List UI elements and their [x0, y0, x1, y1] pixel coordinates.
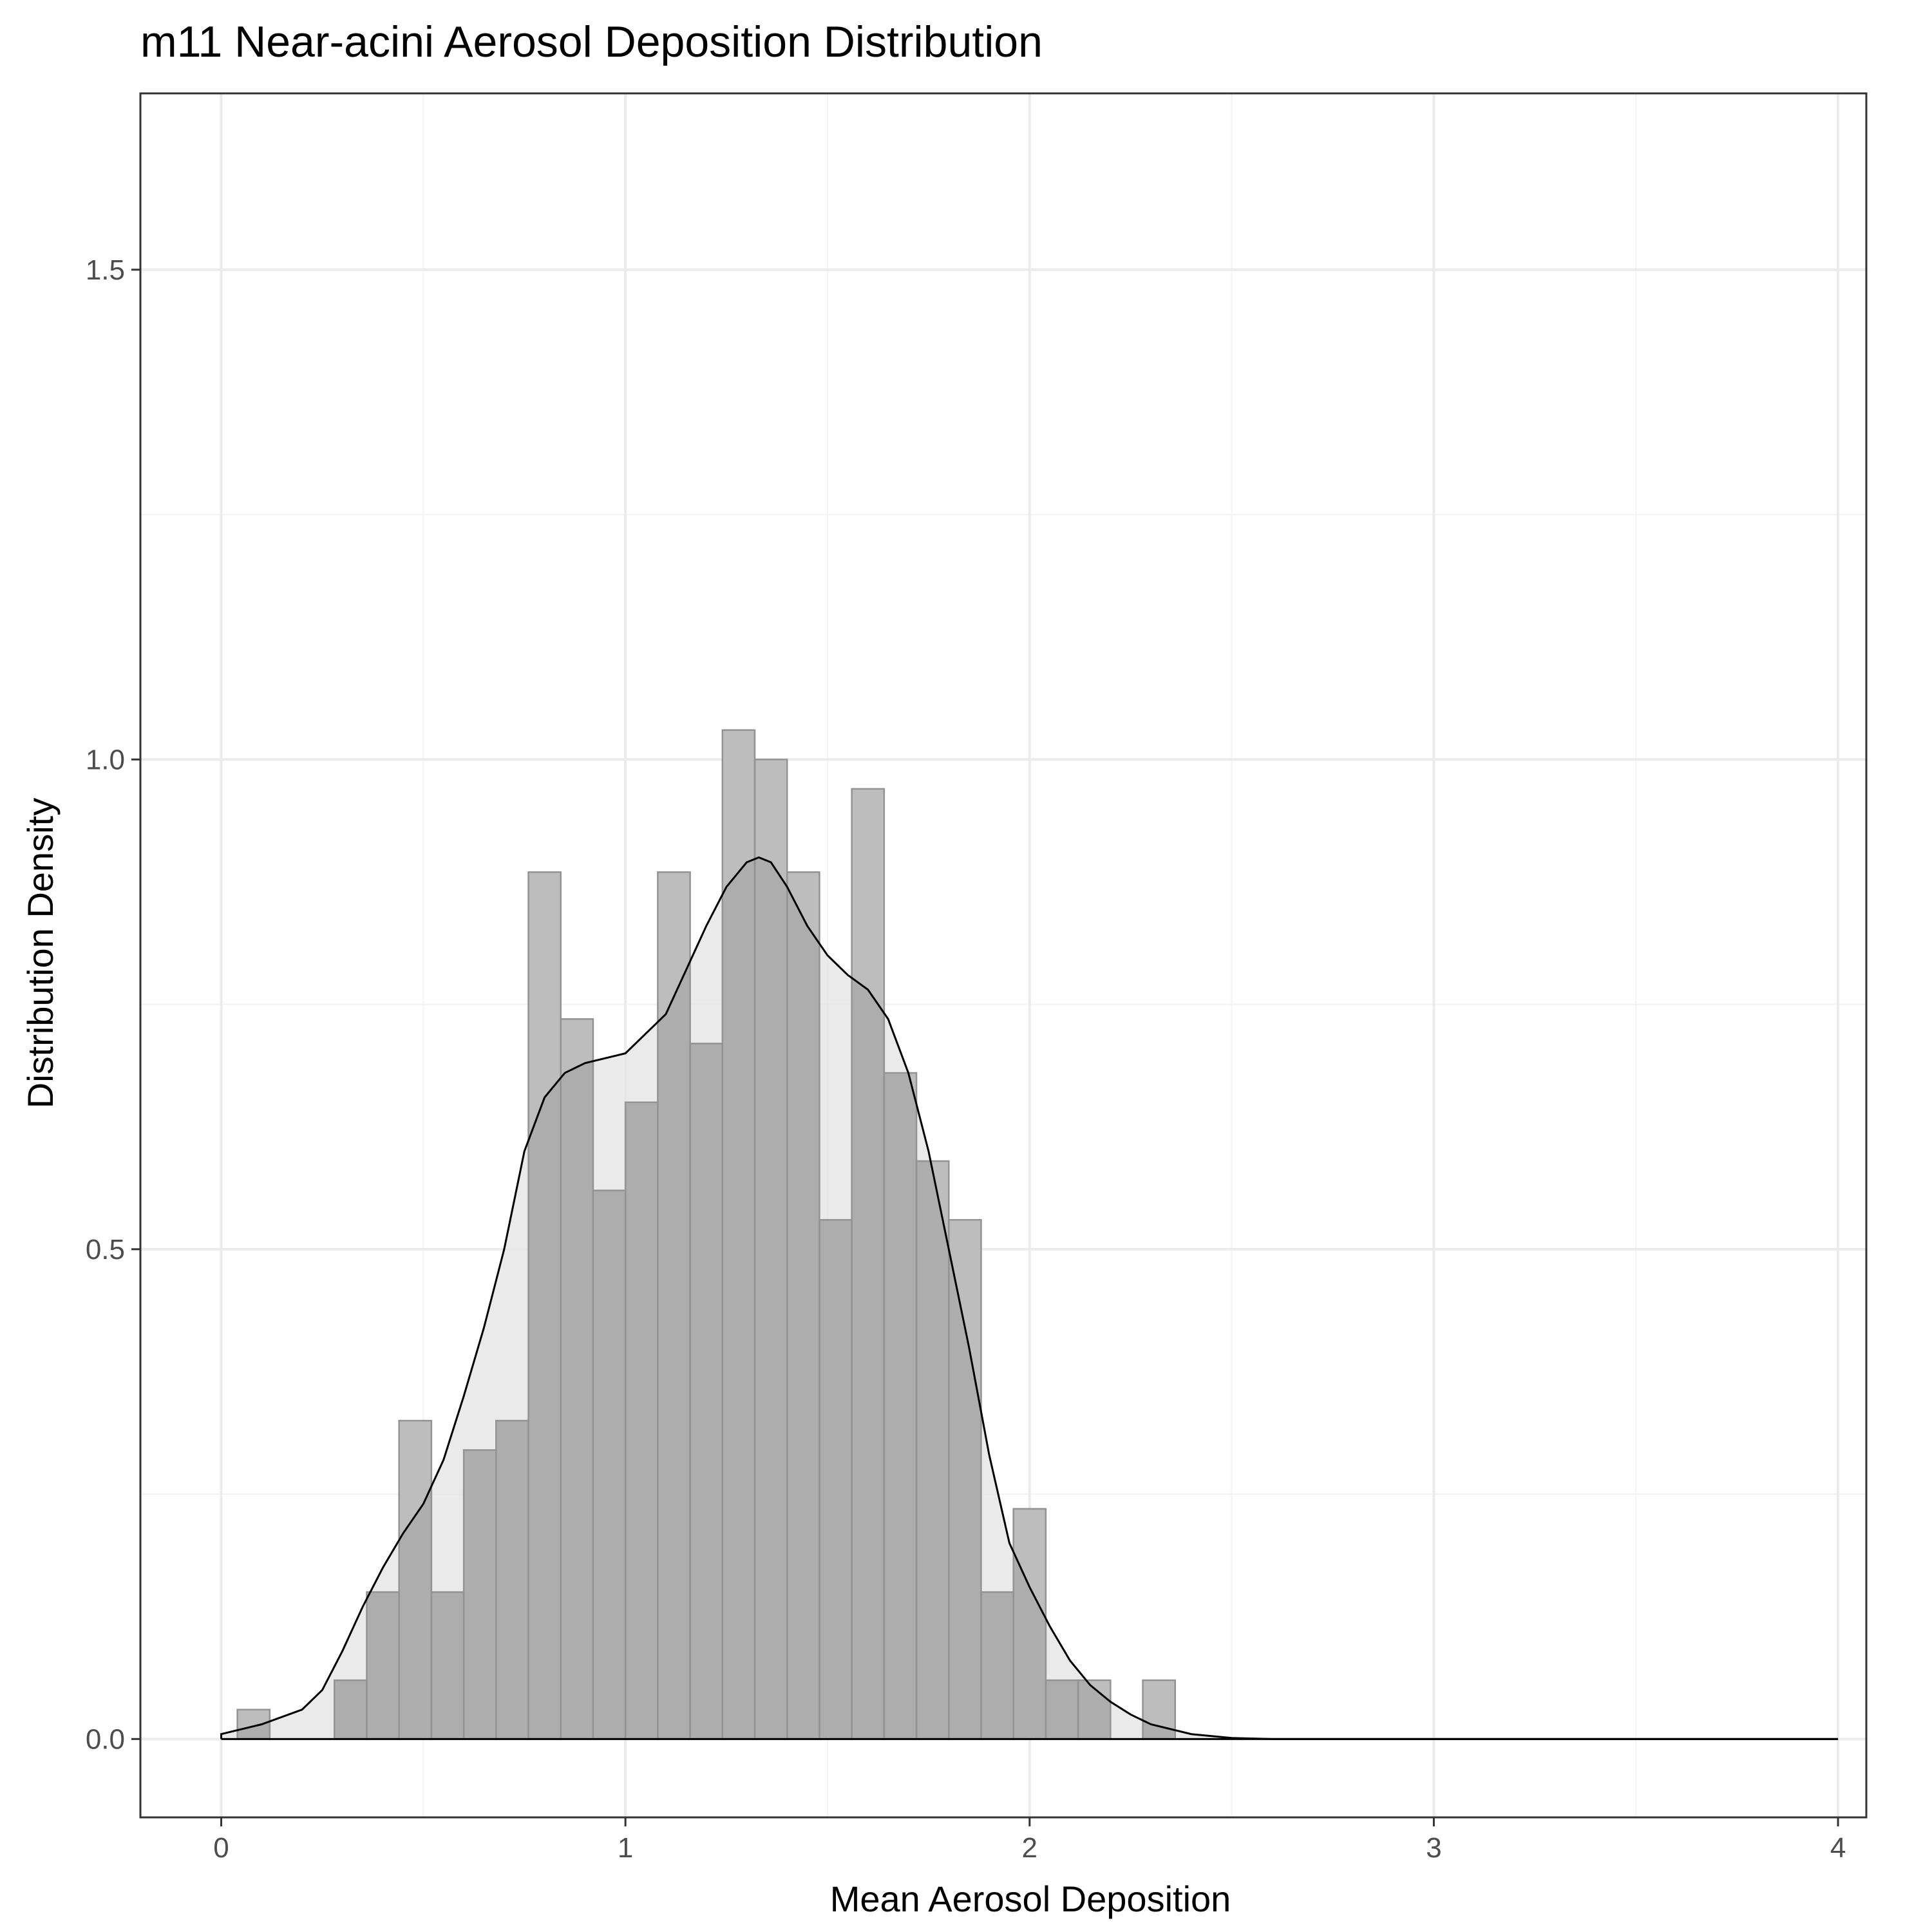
y-axis-label: Distribution Density: [20, 798, 61, 1108]
bar-overlap-region: [658, 961, 690, 1739]
density-curve: [220, 856, 1839, 1740]
bar-overlap-region: [916, 1160, 949, 1739]
bar-overlap-region: [722, 858, 755, 1739]
bar-overlap-region: [981, 1592, 1014, 1739]
bar-overlap-region: [334, 1680, 367, 1739]
x-axis-label: Mean Aerosol Deposition: [830, 1879, 1231, 1919]
bar-overlap-region: [560, 1061, 593, 1739]
bar-overlap-region: [237, 1721, 270, 1739]
x-tick-label: 4: [1830, 1832, 1846, 1864]
bar-overlap-region: [819, 1220, 852, 1739]
panel-border: [139, 92, 1868, 1819]
bar-overlap-region: [528, 1077, 561, 1739]
bar-overlap-region: [1045, 1680, 1079, 1739]
bar-overlap-region: [755, 858, 788, 1739]
bar-overlap-region: [1013, 1551, 1046, 1739]
y-tick-label: 0.0: [86, 1723, 125, 1755]
bar-overlap-region: [464, 1450, 497, 1739]
bar-overlap-region: [884, 1073, 917, 1739]
y-tick-label: 0.5: [86, 1234, 125, 1265]
y-axis-ticks: 0.0 0.5 1.0 1.5: [86, 254, 140, 1755]
x-tick-label: 1: [618, 1832, 633, 1864]
chart-title: m11 Near-acini Aerosol Deposition Distri…: [140, 17, 1043, 66]
x-axis-ticks: 0 1 2 3 4: [213, 1817, 1846, 1864]
y-tick-label: 1.0: [86, 744, 125, 775]
bar-overlap-region: [1078, 1680, 1111, 1739]
density-curve-line: [220, 856, 1839, 1740]
bar-overlap-region: [399, 1486, 431, 1739]
bar-overlap-region: [366, 1592, 399, 1739]
bar-overlap-region: [592, 1190, 626, 1739]
bar-overlap-region: [787, 887, 820, 1739]
bar-overlap-region: [690, 1043, 723, 1739]
bar-overlap-region: [851, 978, 884, 1739]
bar-overlap-region: [496, 1420, 529, 1739]
x-tick-label: 0: [213, 1832, 229, 1864]
y-tick-label: 1.5: [86, 254, 125, 286]
x-tick-label: 3: [1426, 1832, 1441, 1864]
bar-overlap-region: [625, 1102, 658, 1739]
bar-overlap-region: [431, 1592, 464, 1739]
x-tick-label: 2: [1022, 1832, 1037, 1864]
